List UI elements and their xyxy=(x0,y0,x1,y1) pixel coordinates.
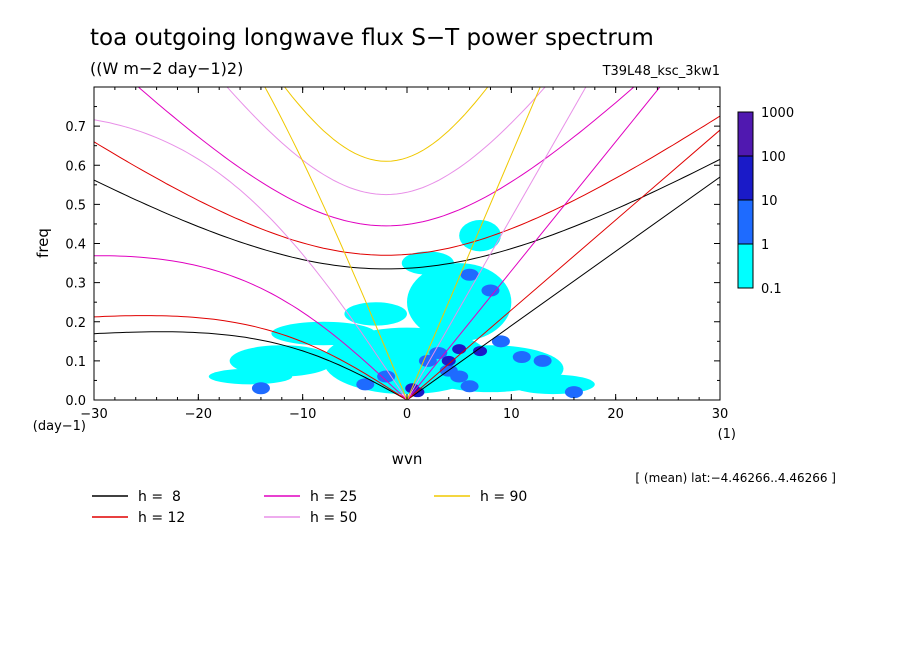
power-spectrum-contours xyxy=(208,220,595,399)
legend-label: h = 90 xyxy=(480,489,527,505)
power-blob xyxy=(564,386,583,399)
chart-title: toa outgoing longwave flux S−T power spe… xyxy=(90,25,654,51)
axis-ticks: −30 −20 −10 0 10 20 30 0.0 0.1 0.2 0.3 0.4 0.5 0.6 0.7 xyxy=(65,87,728,422)
y-axis-label: freq xyxy=(34,228,52,258)
power-region xyxy=(401,251,454,275)
colorbar-label: 100 xyxy=(761,150,786,165)
colorbar-swatch xyxy=(737,155,754,201)
x-axis-label: wvn xyxy=(392,450,423,468)
colorbar-label: 1000 xyxy=(761,106,794,121)
power-blob xyxy=(512,350,531,363)
y-tick-label: 0.1 xyxy=(65,355,86,370)
power-region xyxy=(459,220,501,252)
power-region xyxy=(271,321,376,346)
y-unit-label: (day−1) xyxy=(33,419,86,434)
power-blob xyxy=(356,378,375,391)
inertia-gravity-curve xyxy=(226,87,546,196)
colorbar-label: 10 xyxy=(761,194,778,209)
legend-label: h = 12 xyxy=(138,510,185,526)
legend-label: h = 50 xyxy=(310,510,357,526)
x-tick-label: 10 xyxy=(503,407,520,422)
y-tick-label: 0.5 xyxy=(65,198,86,213)
y-tick-label: 0.3 xyxy=(65,277,86,292)
kelvin-wave-line xyxy=(406,129,720,400)
run-label: T39L48_ksc_3kw1 xyxy=(602,64,720,79)
power-blob xyxy=(441,355,456,366)
colorbar-label: 0.1 xyxy=(761,282,782,297)
power-blob xyxy=(460,268,479,281)
rossby-curve xyxy=(94,331,408,400)
x-tick-label: −20 xyxy=(185,407,212,422)
dispersion-curves xyxy=(94,87,720,400)
power-blob xyxy=(491,335,510,348)
power-blob xyxy=(481,284,500,297)
y-tick-label: 0.4 xyxy=(65,238,86,253)
rossby-curve xyxy=(264,87,408,400)
y-tick-label: 0.7 xyxy=(65,120,86,135)
x-tick-label: 20 xyxy=(607,407,624,422)
inertia-gravity-curve xyxy=(283,87,489,162)
legend-label: h = 25 xyxy=(310,489,357,505)
x-tick-label: 0 xyxy=(403,407,411,422)
power-blob xyxy=(473,346,488,357)
colorbar: 0.1 1 10 100 1000 xyxy=(737,106,794,297)
power-blob xyxy=(450,370,469,383)
colorbar-swatch xyxy=(737,111,754,157)
y-tick-label: 0.2 xyxy=(65,316,86,331)
kelvin-wave-line xyxy=(406,87,541,400)
rossby-curve xyxy=(94,255,408,400)
legend-label: h = 8 xyxy=(138,489,181,505)
power-region xyxy=(208,368,293,385)
power-blob xyxy=(533,354,552,367)
inertia-gravity-curve xyxy=(94,115,720,256)
rossby-curve xyxy=(94,119,408,400)
power-blob xyxy=(418,354,437,367)
x-unit-label: (1) xyxy=(718,427,736,442)
colorbar-label: 1 xyxy=(761,238,769,253)
power-blob xyxy=(251,382,270,395)
power-blob xyxy=(377,370,396,383)
power-blob xyxy=(460,380,479,393)
y-tick-label: 0.6 xyxy=(65,159,86,174)
kelvin-wave-line xyxy=(406,87,661,400)
power-region xyxy=(407,263,512,342)
colorbar-swatch xyxy=(737,243,754,289)
x-tick-label: 30 xyxy=(712,407,729,422)
latitude-footer: [ (mean) lat:−4.46266..4.46266 ] xyxy=(635,471,836,485)
power-region xyxy=(344,302,408,326)
rossby-curve xyxy=(94,315,408,400)
inertia-gravity-curve xyxy=(137,87,635,227)
chart-subtitle: ((W m−2 day−1)2) xyxy=(90,59,243,78)
legend: h = 8 h = 12 h = 25 h = 50 h = 90 xyxy=(92,489,527,526)
kelvin-wave-line xyxy=(406,176,720,400)
x-tick-label: −30 xyxy=(80,407,107,422)
colorbar-swatch xyxy=(737,199,754,245)
power-blob xyxy=(452,344,467,355)
x-tick-label: −10 xyxy=(289,407,316,422)
kelvin-wave-line xyxy=(406,87,587,400)
inertia-gravity-curve xyxy=(94,158,720,270)
y-tick-label: 0.0 xyxy=(65,394,86,409)
